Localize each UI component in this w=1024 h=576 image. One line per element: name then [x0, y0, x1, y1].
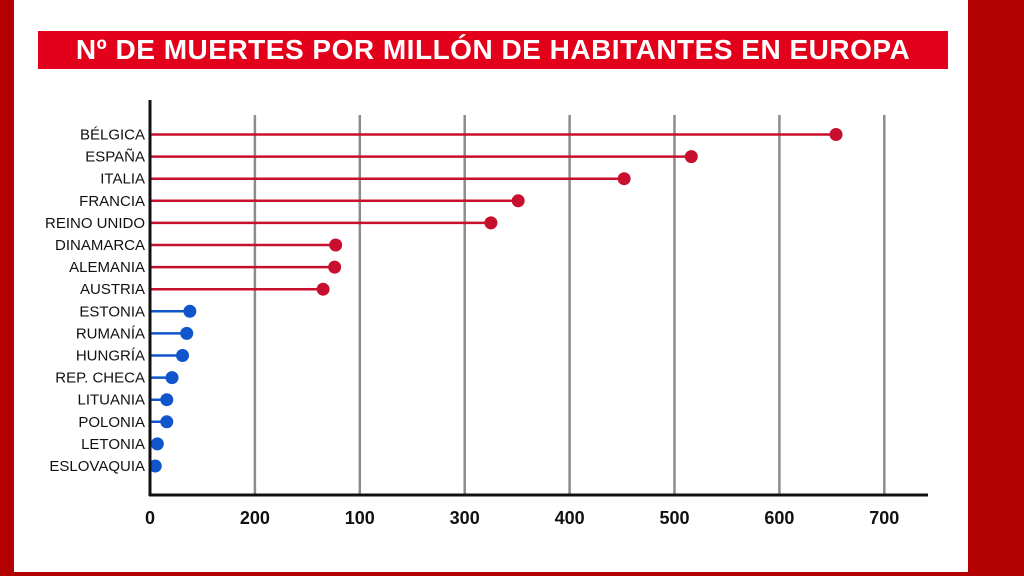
- lollipop-point: [148, 459, 162, 473]
- category-label: LETONIA: [81, 436, 145, 453]
- lollipop-point: [160, 415, 174, 429]
- category-label: ESTONIA: [79, 303, 145, 320]
- lollipop-point: [150, 437, 164, 451]
- category-label: ESLOVAQUIA: [49, 458, 145, 475]
- category-label: FRANCIA: [79, 193, 145, 210]
- category-label: LITUANIA: [77, 392, 145, 409]
- lollipop-point: [617, 172, 631, 186]
- lollipop-point: [329, 238, 343, 252]
- x-tick-label: 0: [145, 508, 155, 528]
- frame-bottom-border: [0, 572, 1024, 576]
- lollipop-point: [484, 216, 498, 230]
- lollipop-point: [328, 260, 342, 274]
- x-tick-label: 300: [450, 508, 480, 528]
- lollipop-point: [176, 349, 190, 362]
- category-label: POLONIA: [78, 414, 145, 431]
- x-tick-label: 700: [869, 508, 899, 528]
- x-tick-label: 100: [345, 508, 375, 528]
- category-label: AUSTRIA: [80, 281, 145, 298]
- lollipop-point: [180, 326, 194, 340]
- title-banner: Nº DE MUERTES POR MILLÓN DE HABITANTES E…: [38, 31, 948, 69]
- category-label: ESPAÑA: [85, 149, 145, 166]
- category-label: ITALIA: [100, 171, 145, 188]
- lollipop-point: [684, 150, 698, 164]
- lollipop-point: [160, 393, 174, 407]
- category-label: RUMANÍA: [76, 325, 145, 342]
- category-label: ALEMANIA: [69, 259, 145, 276]
- frame-left-border: [0, 0, 14, 576]
- x-tick-label: 500: [659, 508, 689, 528]
- category-label: HUNGRÍA: [76, 348, 145, 365]
- frame-right-border: [968, 0, 1024, 576]
- lollipop-point: [829, 128, 843, 141]
- category-label: BÉLGICA: [80, 127, 145, 144]
- category-label: REP. CHECA: [55, 370, 145, 387]
- x-tick-label: 600: [764, 508, 794, 528]
- lollipop-point: [316, 282, 330, 296]
- x-tick-label: 200: [240, 508, 270, 528]
- lollipop-point: [165, 371, 179, 385]
- category-label: DINAMARCA: [55, 237, 145, 254]
- x-tick-label: 400: [555, 508, 585, 528]
- chart-title: Nº DE MUERTES POR MILLÓN DE HABITANTES E…: [75, 34, 911, 65]
- lollipop-point: [511, 194, 525, 208]
- lollipop-point: [183, 304, 197, 318]
- category-label: REINO UNIDO: [45, 215, 145, 232]
